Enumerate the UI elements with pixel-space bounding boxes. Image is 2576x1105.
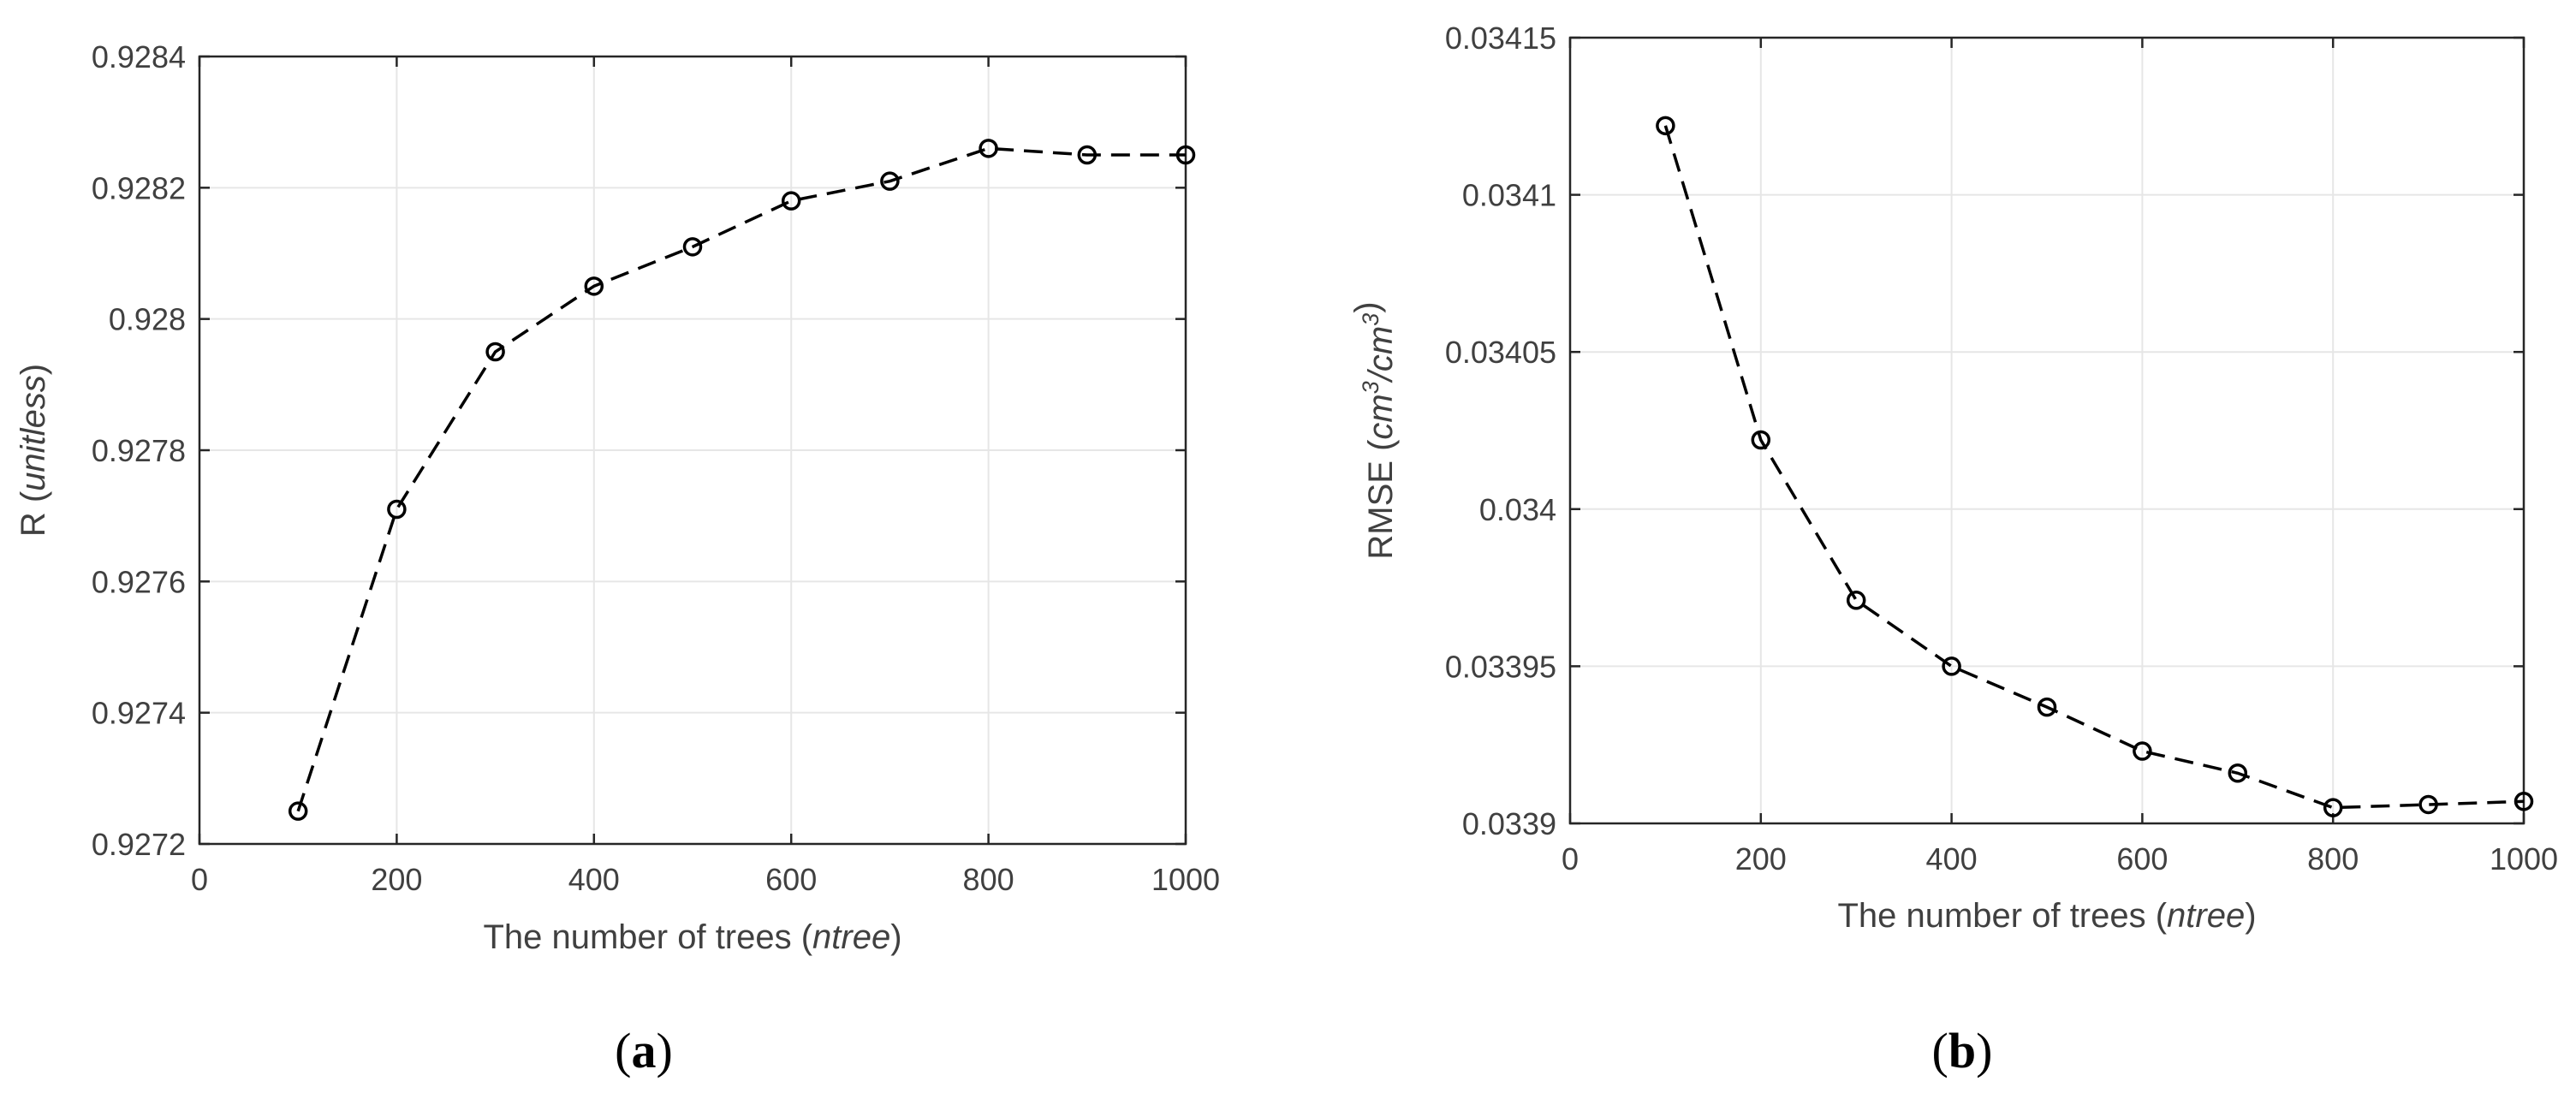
x-tick-label: 400: [1926, 841, 1978, 876]
chart-panel-a: 0 200 400 600 800 1000 0.9272 0.9274 0.9276 0.927…: [15, 39, 1220, 1078]
data-point: [1656, 116, 1675, 136]
data-point: [2037, 697, 2057, 717]
x-tick-label: 800: [963, 862, 1014, 897]
tick-labels: 0 200 400 600 800 1000 0.9272 0.9274 0.9276 0.927…: [92, 39, 1220, 897]
x-axis-label-text: The number of trees (: [1837, 897, 2167, 935]
y-axis-label-exponent: 3: [1358, 313, 1383, 326]
x-tick-label: 200: [1735, 841, 1787, 876]
data-point: [682, 237, 703, 257]
tick-marks: [1568, 36, 2525, 825]
data-point: [781, 191, 801, 211]
y-tick-label: 0.9278: [92, 433, 186, 468]
data-point: [485, 342, 505, 362]
panel-label-close: ): [1976, 1023, 1992, 1078]
y-tick-label: 0.03405: [1445, 335, 1556, 370]
panel-label-open: (: [615, 1023, 631, 1078]
y-tick-label: 0.9284: [92, 39, 186, 74]
panel-label-letter: b: [1948, 1023, 1976, 1078]
grid: [199, 56, 1187, 845]
x-axis-label-italic: ntree: [812, 918, 890, 956]
data-point: [584, 276, 604, 296]
x-axis-label: The number of trees (ntree): [483, 918, 901, 956]
y-axis-label-text: R (: [15, 490, 52, 537]
y-tick-label: 0.9274: [92, 696, 186, 731]
data-point: [2514, 792, 2534, 811]
x-axis-label: The number of trees (ntree): [1837, 897, 2256, 935]
x-axis-label-suffix: ): [2245, 897, 2256, 935]
x-tick-label: 0: [191, 862, 208, 897]
y-axis-label-suffix: ): [15, 364, 52, 375]
x-axis-label-italic: ntree: [2167, 897, 2245, 935]
y-axis-label-suffix: ): [1348, 301, 1386, 312]
x-tick-label: 1000: [1151, 862, 1220, 897]
panel-label-letter: a: [632, 1023, 657, 1078]
y-tick-label: 0.9272: [92, 827, 186, 862]
panel-label: (b): [1932, 1023, 1993, 1078]
x-axis-label-text: The number of trees (: [483, 918, 812, 956]
data-point: [288, 801, 308, 821]
x-axis-label-suffix: ): [890, 918, 901, 956]
series-line: [1663, 125, 2525, 810]
data-point: [1175, 145, 1196, 165]
y-axis-label-unit: cm: [1362, 394, 1400, 439]
data-point: [2133, 741, 2152, 761]
x-tick-label: 600: [765, 862, 817, 897]
panel-label: (a): [615, 1023, 673, 1078]
panel-label-open: (: [1932, 1023, 1948, 1078]
x-tick-label: 0: [1562, 841, 1579, 876]
y-tick-label: 0.9276: [92, 564, 186, 599]
y-axis-label-text: RMSE (: [1362, 439, 1400, 560]
chart-panel-b: 0 200 400 600 800 1000 0.0339 0.03395 0.034 0.034…: [1348, 21, 2558, 1078]
data-point: [1751, 430, 1771, 450]
y-axis-label-italic: unitless: [15, 375, 52, 491]
data-point: [880, 171, 900, 191]
tick-marks: [198, 55, 1187, 846]
y-tick-label: 0.9282: [92, 170, 186, 205]
panel-label-close: ): [657, 1023, 673, 1078]
data-point: [1077, 145, 1098, 165]
x-tick-label: 1000: [2490, 841, 2558, 876]
y-tick-label: 0.0341: [1462, 178, 1556, 213]
tick-labels: 0 200 400 600 800 1000 0.0339 0.03395 0.034 0.034…: [1445, 21, 2558, 876]
y-tick-label: 0.928: [109, 302, 186, 337]
x-tick-label: 600: [2116, 841, 2168, 876]
series-line: [296, 146, 1186, 812]
axes-box: [1568, 36, 2525, 825]
data-point: [2323, 798, 2343, 817]
x-tick-label: 400: [568, 862, 620, 897]
y-axis-label: R (unitless): [15, 364, 52, 537]
data-point: [2418, 794, 2438, 815]
x-tick-label: 800: [2307, 841, 2359, 876]
x-tick-label: 200: [371, 862, 422, 897]
y-tick-label: 0.03415: [1445, 21, 1556, 56]
data-point: [1942, 656, 1961, 676]
y-tick-label: 0.034: [1479, 492, 1556, 527]
y-tick-label: 0.03395: [1445, 649, 1556, 684]
y-axis-label: RMSE (cm3/cm3): [1348, 301, 1400, 559]
y-tick-label: 0.0339: [1462, 806, 1556, 841]
data-point: [387, 499, 407, 520]
y-axis-label-unit: /cm: [1362, 326, 1400, 383]
y-axis-label-exponent: 3: [1358, 381, 1383, 394]
data-point: [1846, 591, 1866, 610]
data-point: [2228, 763, 2248, 783]
data-point: [979, 139, 998, 158]
